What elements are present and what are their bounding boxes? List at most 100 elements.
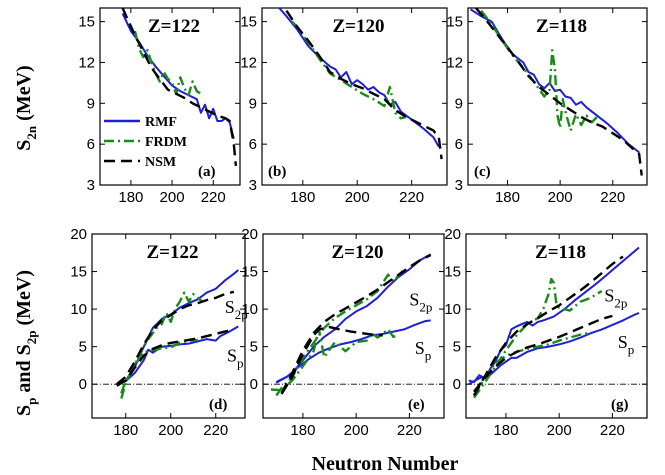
series-nsm-s2p-line <box>116 290 235 386</box>
series-rmf-sp-line <box>468 311 640 386</box>
x-tick-label: 220 <box>203 422 228 439</box>
curve-label-sub: p <box>628 342 635 357</box>
y-tick-label: 5 <box>453 339 461 356</box>
x-tick-label: 180 <box>290 189 315 206</box>
x-tick-label: 220 <box>201 189 226 206</box>
y-tick-label: 15 <box>446 14 463 31</box>
panel-frame <box>262 233 445 419</box>
series-nsm-sp-line <box>116 328 235 387</box>
legend: RMF FRDM NSM <box>104 115 187 170</box>
y-axis-title-s2n: S2n (MeV) <box>13 65 39 150</box>
y-tick-label: 15 <box>78 14 95 31</box>
y-tick-label: 10 <box>70 301 87 318</box>
panel-title: Z=120 <box>332 242 384 263</box>
y-axis-title-s2n-sub: 2n <box>24 125 39 140</box>
series-rmf-sp-line <box>275 319 431 384</box>
series-group <box>470 8 643 176</box>
y-tick-label: 20 <box>444 226 461 243</box>
y-tick-label: 15 <box>241 264 258 281</box>
y-axis-title-s2p-tail: (MeV) <box>13 270 35 331</box>
panel-label: (e) <box>408 397 425 413</box>
curve-label-sub: p <box>425 348 432 363</box>
panel-frame <box>91 233 246 419</box>
y-tick-label: 5 <box>79 339 87 356</box>
panel-title: Z=122 <box>148 16 200 37</box>
curve-label-2p: S2p <box>225 297 248 322</box>
series-rmf-line <box>121 12 235 139</box>
x-tick-label: 180 <box>290 422 315 439</box>
x-tick-label: 220 <box>600 422 625 439</box>
series-group <box>116 269 239 399</box>
legend-label-rmf: RMF <box>145 115 177 130</box>
x-tick-label: 200 <box>345 189 370 206</box>
panel-title: Z=120 <box>333 16 385 37</box>
y-tick-label: 3 <box>455 177 463 194</box>
series-nsm-s2p-line <box>472 255 624 397</box>
x-tick-label: 200 <box>344 422 369 439</box>
x-tick-label: 200 <box>158 422 183 439</box>
y-tick-label: 6 <box>455 136 463 153</box>
y-axis-title-sp-sub: p <box>24 398 39 405</box>
x-tick-label: 180 <box>118 189 143 206</box>
series-group <box>270 253 432 397</box>
panel-frame <box>99 7 241 186</box>
series-frdm-line <box>133 30 202 97</box>
y-tick-label: 9 <box>87 95 95 112</box>
panel-title: Z=118 <box>535 242 586 263</box>
series-nsm-sp-line <box>280 325 383 395</box>
panel-label: (g) <box>611 397 629 413</box>
y-tick-label: 12 <box>446 54 463 71</box>
curve-label-main: S <box>604 286 614 306</box>
y-axis-title-s2n-tail: (MeV) <box>13 65 35 126</box>
curve-label-p: Sp <box>227 346 244 371</box>
panel-title: Z=118 <box>536 16 587 37</box>
y-tick-label: 0 <box>250 376 258 393</box>
y-tick-label: 12 <box>78 54 95 71</box>
panel-frame <box>467 7 648 186</box>
y-tick-label: 15 <box>240 14 257 31</box>
y-axis-title-s2p-sub: 2p <box>24 331 39 345</box>
series-group <box>121 8 238 167</box>
curve-label-main: S <box>415 338 425 358</box>
panel-a: 180 200 220 3 6 9 12 15 Z=122 (a) RMF FRDM NSM <box>78 7 241 206</box>
y-tick-label: 15 <box>444 264 461 281</box>
panel-e: 180 200 220 0 5 10 15 20 Z=120 (e) S 2p Sp <box>241 226 445 439</box>
y-tick-label: 20 <box>70 226 87 243</box>
curve-label-sub: p <box>237 356 244 371</box>
y-tick-label: 6 <box>249 136 257 153</box>
series-rmf-sp-line <box>116 325 239 386</box>
y-tick-label: 9 <box>455 95 463 112</box>
panel-c: 180 200 220 3 6 9 12 15 Z=118 (c) <box>446 7 648 206</box>
y-tick-label: 3 <box>87 177 95 194</box>
y-tick-label: 20 <box>241 226 258 243</box>
panel-frame <box>465 233 648 419</box>
curve-label-p: Sp <box>618 332 635 357</box>
y-tick-label: 10 <box>444 301 461 318</box>
y-axis-title-sp-mid: and S <box>13 344 35 397</box>
x-tick-label: 180 <box>493 422 518 439</box>
y-tick-label: 9 <box>249 95 257 112</box>
legend-label-nsm: NSM <box>145 155 176 170</box>
curve-label-main: S <box>618 332 628 352</box>
curve-label-main: S <box>227 346 237 366</box>
y-tick-label: 10 <box>241 301 258 318</box>
panel-label: (c) <box>474 164 491 180</box>
curve-label-sub: 2p <box>419 299 432 314</box>
y-tick-label: 5 <box>250 339 258 356</box>
curve-label-2p: S2p <box>604 286 627 311</box>
x-tick-label: 200 <box>547 422 572 439</box>
series-frdm-s2p-line <box>473 277 603 399</box>
curve-label-sub: 2p <box>614 296 627 311</box>
y-axis-title-sp-main: S <box>13 405 35 416</box>
y-tick-label: 0 <box>453 376 461 393</box>
x-axis-title: Neutron Number <box>312 453 459 475</box>
panel-frame <box>261 7 448 186</box>
panel-b: 180 200 220 3 6 9 12 15 Z=120 (b) <box>240 7 448 206</box>
curve-label-p: Sp <box>415 338 432 363</box>
x-tick-label: 180 <box>113 422 138 439</box>
x-tick-label: 220 <box>397 422 422 439</box>
